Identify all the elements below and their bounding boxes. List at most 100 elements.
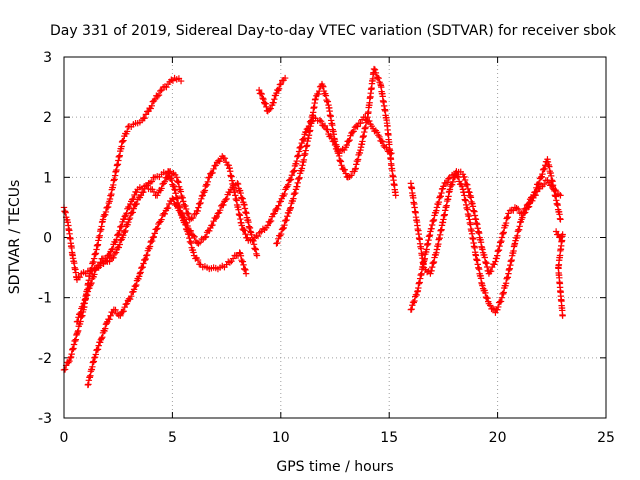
data-point-interp bbox=[126, 203, 133, 211]
data-point-interp bbox=[141, 256, 149, 264]
data-point-interp bbox=[76, 273, 84, 281]
data-point-interp bbox=[321, 122, 329, 130]
data-point-interp bbox=[146, 243, 154, 250]
y-tick-label: 2 bbox=[43, 110, 52, 126]
data-point-interp bbox=[539, 170, 546, 178]
data-point-interp bbox=[315, 90, 322, 98]
data-point-interp bbox=[234, 180, 242, 188]
data-point bbox=[286, 207, 293, 214]
data-point-interp bbox=[198, 192, 206, 200]
data-point-interp bbox=[107, 312, 114, 319]
data-point-interp bbox=[126, 295, 134, 303]
data-point-interp bbox=[239, 195, 246, 202]
data-point bbox=[559, 312, 566, 319]
data-point-interp bbox=[121, 228, 128, 236]
data-point-interp bbox=[191, 233, 198, 240]
data-point bbox=[349, 129, 356, 136]
data-point-interp bbox=[436, 194, 443, 201]
data-point bbox=[91, 354, 98, 362]
data-point-interp bbox=[410, 299, 417, 306]
data-point-interp bbox=[348, 172, 355, 179]
data-point-interp bbox=[209, 169, 216, 177]
data-point-interp bbox=[99, 333, 106, 341]
data-point-interp bbox=[289, 168, 297, 176]
data-point-interp bbox=[448, 181, 456, 188]
data-point-interp bbox=[221, 155, 229, 162]
data-point-interp bbox=[74, 318, 81, 325]
data-point-interp bbox=[226, 189, 234, 196]
data-point-interp bbox=[198, 195, 205, 202]
data-point-interp bbox=[81, 297, 89, 304]
data-point-interp bbox=[141, 185, 148, 193]
data-point-interp bbox=[220, 201, 227, 209]
data-point-interp bbox=[241, 266, 249, 273]
data-point-interp bbox=[176, 207, 184, 215]
data-point-interp bbox=[210, 165, 217, 173]
data-point-interp bbox=[106, 316, 113, 323]
data-point-interp bbox=[126, 214, 134, 222]
data-point-interp bbox=[487, 302, 494, 309]
data-point bbox=[264, 222, 271, 229]
y-axis-label: SDTVAR / TECUs bbox=[7, 180, 23, 295]
data-point-interp bbox=[238, 194, 245, 201]
data-point-interp bbox=[116, 227, 123, 234]
data-point-interp bbox=[254, 232, 262, 240]
data-point-interp bbox=[408, 306, 415, 313]
data-point-interp bbox=[101, 211, 109, 219]
data-point-interp bbox=[274, 239, 281, 247]
data-point-interp bbox=[238, 257, 245, 264]
data-point-interp bbox=[182, 202, 189, 210]
data-point-interp bbox=[120, 232, 127, 239]
data-point-interp bbox=[541, 165, 548, 173]
data-point-interp bbox=[183, 219, 190, 227]
data-point bbox=[212, 162, 219, 169]
series-track-c bbox=[73, 168, 250, 325]
data-point-interp bbox=[187, 227, 195, 235]
data-point-interp bbox=[116, 241, 123, 248]
data-point-interp bbox=[357, 120, 364, 127]
data-point-interp bbox=[115, 244, 123, 251]
data-point-interp bbox=[302, 129, 310, 136]
data-point-interp bbox=[484, 294, 491, 302]
data-point-interp bbox=[437, 193, 444, 200]
data-point bbox=[123, 300, 131, 307]
data-point bbox=[316, 116, 324, 124]
data-point-interp bbox=[286, 205, 294, 213]
data-point bbox=[537, 174, 545, 181]
data-point-interp bbox=[464, 181, 471, 188]
data-point-interp bbox=[270, 210, 277, 218]
data-point bbox=[117, 312, 124, 319]
data-point-interp bbox=[260, 99, 268, 106]
data-point-interp bbox=[189, 214, 197, 222]
data-point-interp bbox=[154, 225, 161, 232]
data-point-interp bbox=[458, 182, 466, 190]
data-point bbox=[119, 138, 126, 145]
data-point-interp bbox=[350, 128, 357, 135]
data-point-interp bbox=[539, 166, 547, 174]
x-tick-label: 15 bbox=[380, 430, 398, 446]
data-point-interp bbox=[342, 170, 350, 177]
data-point-interp bbox=[170, 196, 177, 203]
data-point-interp bbox=[372, 69, 380, 77]
data-point-interp bbox=[275, 85, 283, 92]
data-point-interp bbox=[454, 172, 461, 180]
data-point-interp bbox=[280, 224, 287, 232]
data-point bbox=[234, 180, 241, 187]
data-point-interp bbox=[266, 218, 274, 226]
data-point bbox=[253, 252, 261, 259]
data-point-interp bbox=[522, 205, 530, 212]
data-point-interp bbox=[541, 180, 548, 188]
data-point-interp bbox=[535, 179, 543, 187]
data-point-interp bbox=[521, 209, 528, 217]
data-point-interp bbox=[61, 366, 69, 373]
data-point bbox=[214, 210, 222, 217]
data-point-interp bbox=[115, 230, 123, 238]
data-point-interp bbox=[148, 237, 156, 245]
data-point-interp bbox=[161, 210, 169, 218]
data-point-interp bbox=[154, 92, 161, 100]
data-point-interp bbox=[281, 217, 289, 225]
data-point-interp bbox=[140, 260, 147, 267]
data-point-interp bbox=[91, 271, 98, 278]
data-point-interp bbox=[133, 281, 140, 289]
data-point-interp bbox=[445, 175, 452, 182]
